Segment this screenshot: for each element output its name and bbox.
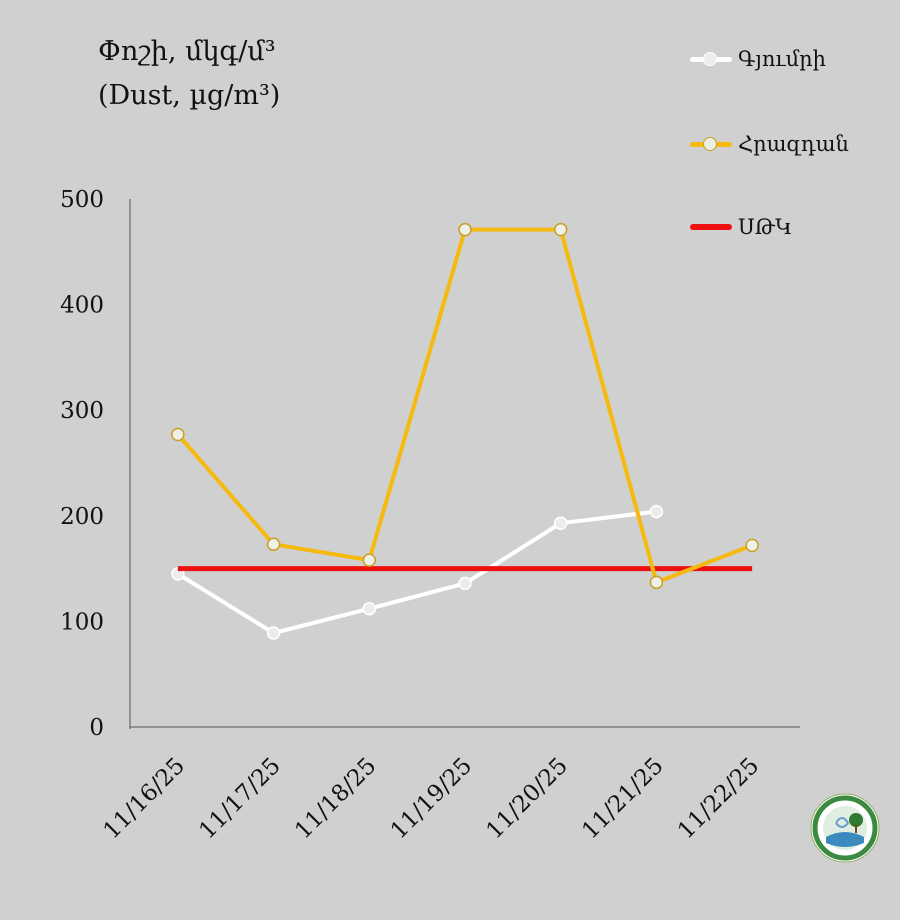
x-tick-label: 11/19/25 [386, 753, 477, 844]
y-tick-label: 200 [60, 504, 104, 530]
data-point-gyumri [458, 576, 472, 591]
series-line-hrazdan [176, 227, 753, 585]
legend-label-gyumri: Գյումրի [738, 47, 826, 71]
legend-marker-mac [690, 224, 732, 230]
data-point-hrazdan [553, 222, 568, 237]
x-tick-label: 11/22/25 [673, 753, 764, 844]
data-point-hrazdan [649, 575, 664, 590]
legend-item-hrazdan: Հրազդան [690, 132, 849, 156]
legend-item-mac: ՍԹԿ [690, 215, 792, 239]
series-line-gyumri [176, 509, 657, 636]
legend-item-gyumri: Գյումրի [690, 47, 826, 71]
y-tick-label: 100 [60, 609, 104, 635]
organization-logo [810, 793, 880, 863]
data-point-hrazdan [362, 553, 377, 567]
legend-marker-hrazdan [690, 136, 732, 151]
x-tick-label: 11/20/25 [482, 753, 573, 844]
y-tick-label: 500 [60, 187, 104, 213]
x-tick-label: 11/18/25 [290, 753, 381, 844]
chart-title: Փոշի, մկգ/մ³ (Dust, µg/m³) [98, 30, 280, 118]
legend: Գյումրի Հրազդան ՍԹԿ [690, 0, 890, 260]
y-tick-label: 400 [60, 293, 104, 319]
legend-marker-gyumri [690, 51, 732, 66]
data-point-hrazdan [745, 538, 759, 553]
data-point-hrazdan [266, 537, 281, 552]
chart-subtitle: (Dust, µg/m³) [98, 80, 281, 111]
x-tick-label: 11/21/25 [577, 753, 668, 844]
data-point-gyumri [553, 516, 568, 530]
logo-emblem [810, 793, 880, 863]
x-tick-label: 11/17/25 [194, 753, 285, 844]
data-point-gyumri [649, 504, 664, 519]
legend-label-hrazdan: Հրազդան [738, 132, 849, 156]
y-tick-label: 0 [89, 715, 104, 741]
data-point-gyumri [266, 626, 281, 640]
x-tick-label: 11/16/25 [99, 753, 190, 844]
y-tick-label: 300 [60, 398, 104, 424]
legend-label-mac: ՍԹԿ [738, 215, 792, 239]
chart-title-armenian: Փոշի, մկգ/մ³ [98, 36, 276, 67]
data-point-hrazdan [458, 222, 472, 237]
data-point-hrazdan [171, 427, 185, 442]
data-point-gyumri [362, 601, 377, 616]
